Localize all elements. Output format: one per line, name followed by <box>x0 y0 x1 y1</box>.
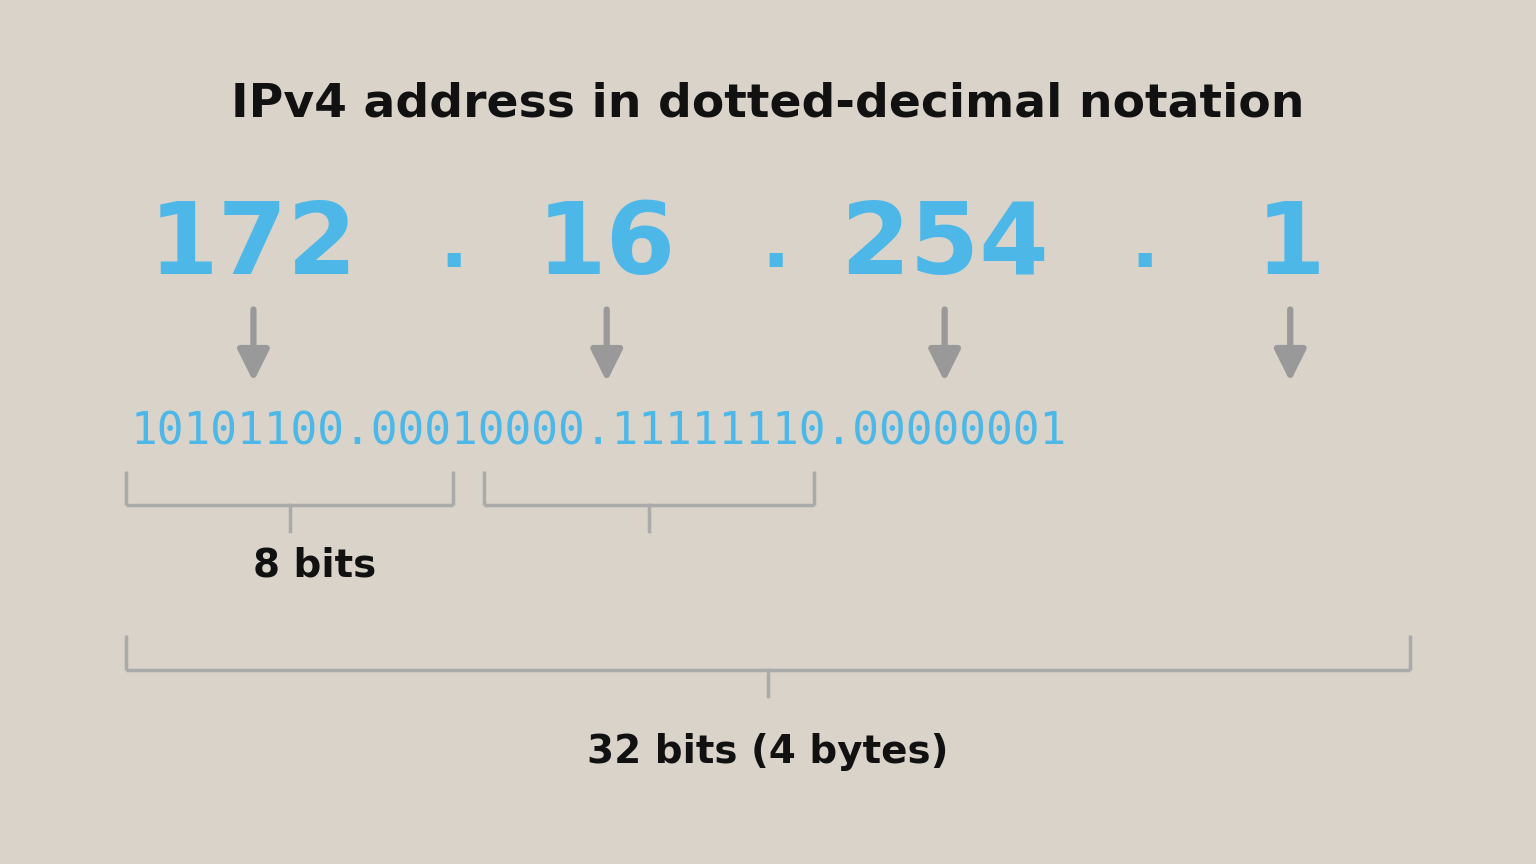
Text: .: . <box>762 210 790 283</box>
Text: .: . <box>439 210 467 283</box>
Text: 32 bits (4 bytes): 32 bits (4 bytes) <box>587 733 949 771</box>
Text: 254: 254 <box>840 198 1049 295</box>
Text: 16: 16 <box>538 198 676 295</box>
Text: .: . <box>1130 210 1158 283</box>
Text: 10101100.00010000.11111110.00000001: 10101100.00010000.11111110.00000001 <box>131 410 1068 454</box>
Text: 172: 172 <box>149 198 358 295</box>
Text: 1: 1 <box>1255 198 1326 295</box>
Text: 8 bits: 8 bits <box>253 547 376 585</box>
Text: IPv4 address in dotted-decimal notation: IPv4 address in dotted-decimal notation <box>232 81 1304 126</box>
